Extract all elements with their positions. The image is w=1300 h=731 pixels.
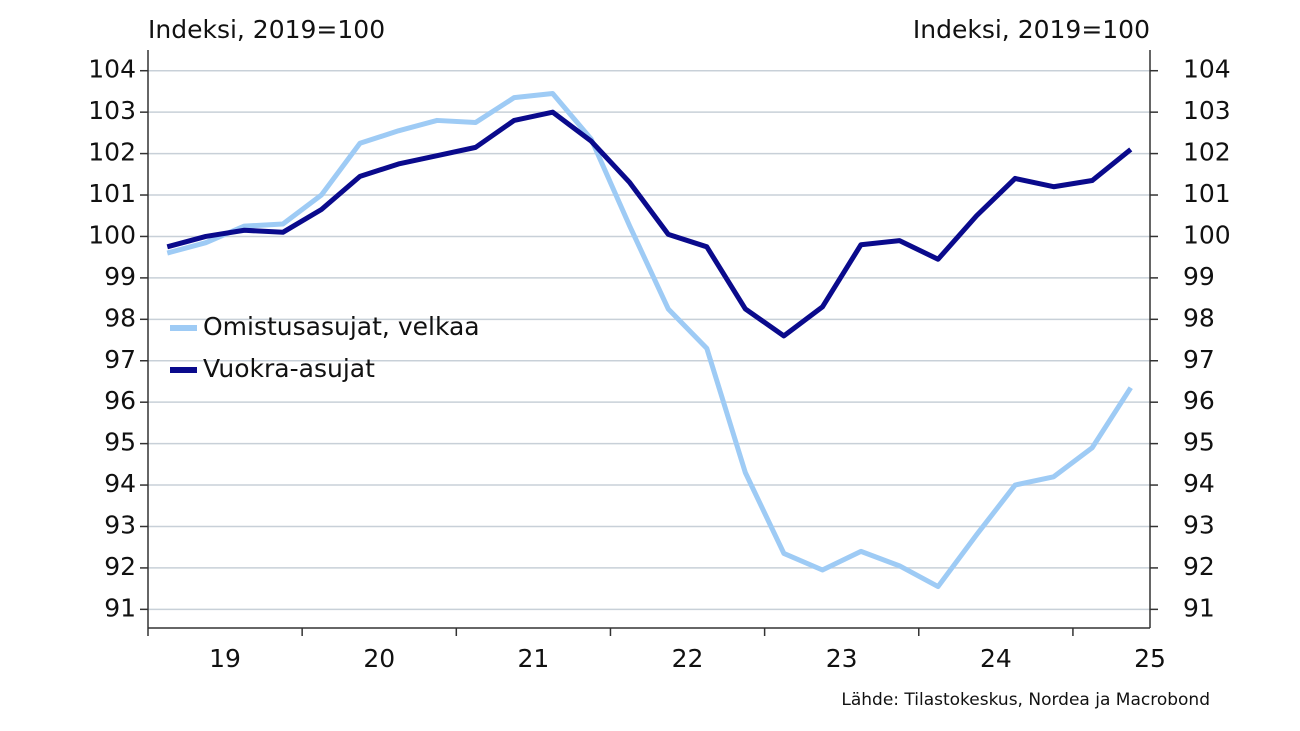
y2-tick-label: 103 (1183, 96, 1231, 125)
x-tick-label: 23 (826, 644, 858, 673)
x-tick-label: 25 (1134, 644, 1166, 673)
y2-tick-label: 97 (1183, 345, 1215, 374)
y2-tick-label: 101 (1183, 179, 1231, 208)
source: Lähde: Tilastokeskus, Nordea ja Macrobon… (841, 690, 1210, 710)
y-tick-label: 91 (104, 593, 136, 622)
y2-tick-label: 94 (1183, 469, 1215, 498)
legend-label: Vuokra-asujat (203, 354, 375, 383)
y2-tick-label: 92 (1183, 552, 1215, 581)
y2-tick-label: 100 (1183, 220, 1231, 249)
y-tick-label: 99 (104, 262, 136, 291)
y2-tick-label: 102 (1183, 138, 1231, 167)
y2-tick-label: 98 (1183, 303, 1215, 332)
y-tick-label: 102 (88, 138, 136, 167)
series-line (166, 109, 1133, 339)
x-tick-label: 22 (672, 644, 704, 673)
y-tick-label: 94 (104, 469, 136, 498)
y2-axis-label: Indeksi, 2019=100 (913, 15, 1150, 44)
x-tick-label: 24 (980, 644, 1012, 673)
y2-tick-label: 93 (1183, 510, 1215, 539)
y-tick-label: 100 (88, 220, 136, 249)
y-tick-label: 104 (88, 55, 136, 84)
y-tick-label: 103 (88, 96, 136, 125)
y-tick-label: 95 (104, 428, 136, 457)
y-tick-label: 93 (104, 510, 136, 539)
y2-tick-label: 96 (1183, 386, 1215, 415)
x-tick-label: 20 (363, 644, 395, 673)
y2-tick-label: 95 (1183, 428, 1215, 457)
legend-label: Omistusasujat, velkaa (203, 312, 480, 341)
x-tick-label: 21 (517, 644, 549, 673)
y-tick-label: 92 (104, 552, 136, 581)
x-tick-label: 19 (209, 644, 241, 673)
y-tick-label: 98 (104, 303, 136, 332)
y-axis-label: Indeksi, 2019=100 (148, 15, 385, 44)
y2-tick-label: 99 (1183, 262, 1215, 291)
y2-tick-label: 104 (1183, 55, 1231, 84)
series-line (166, 91, 1133, 590)
y2-tick-label: 91 (1183, 593, 1215, 622)
y-tick-label: 101 (88, 179, 136, 208)
y-tick-label: 97 (104, 345, 136, 374)
y-tick-label: 96 (104, 386, 136, 415)
